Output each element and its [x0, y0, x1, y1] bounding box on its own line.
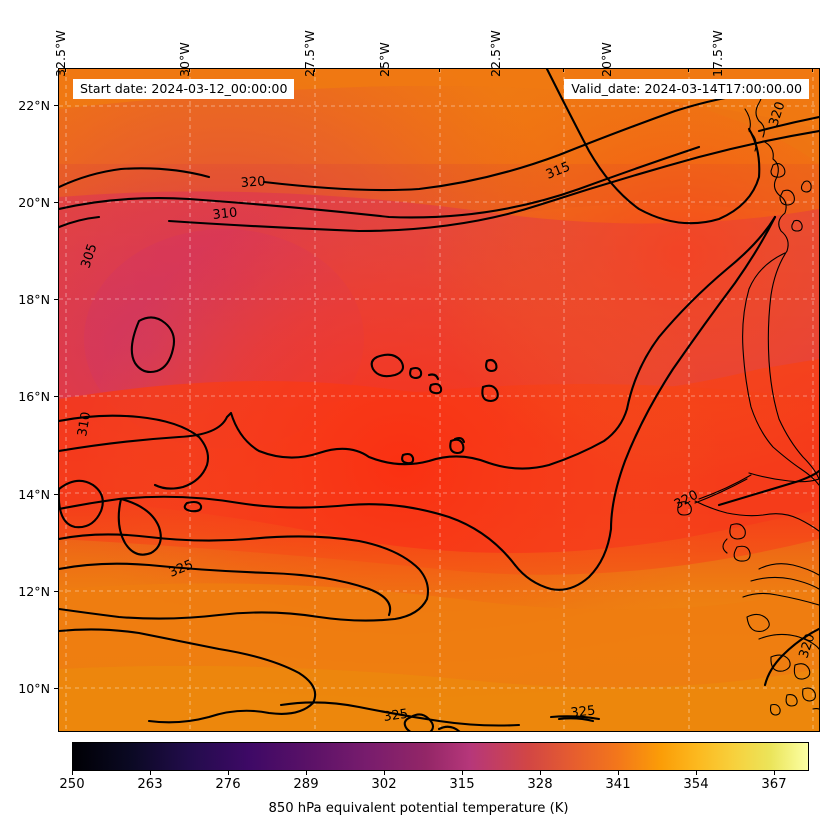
- colorbar-tick: [72, 771, 73, 775]
- colorbar-tick: [150, 771, 151, 775]
- x-tick-mark: [189, 68, 190, 72]
- colorbar-tick-label: 276: [215, 777, 241, 792]
- contour-label: 325: [570, 703, 596, 721]
- colorbar-gradient: [72, 742, 809, 771]
- lon-tick-label: 17.5°W: [710, 30, 725, 77]
- colorbar-tick-label: 328: [527, 777, 553, 792]
- contour-label: 320: [672, 488, 701, 513]
- y-tick-mark: [54, 299, 58, 300]
- x-tick-mark: [812, 68, 813, 72]
- x-tick-mark: [688, 68, 689, 72]
- contour-label: 320: [240, 174, 266, 191]
- contour-label: 325: [382, 707, 409, 725]
- lat-tick-label: 10°N: [18, 681, 50, 696]
- colorbar-title: 850 hPa equivalent potential temperature…: [268, 801, 569, 816]
- y-tick-mark: [54, 202, 58, 203]
- contour-label: 310: [212, 205, 238, 223]
- start-date-label: Start date: 2024-03-12_00:00:00: [73, 79, 295, 100]
- contour-label: 325: [167, 558, 196, 581]
- graticule-gridlines: [59, 69, 819, 731]
- lat-tick-label: 20°N: [18, 195, 50, 210]
- colorbar-tick-label: 354: [683, 777, 709, 792]
- y-tick-mark: [54, 591, 58, 592]
- colorbar-tick-label: 315: [449, 777, 475, 792]
- x-tick-mark: [563, 68, 564, 72]
- colorbar-tick-label: 302: [371, 777, 397, 792]
- colorbar-tick-label: 289: [293, 777, 319, 792]
- colorbar-tick: [306, 771, 307, 775]
- lat-tick-label: 14°N: [18, 487, 50, 502]
- y-tick-mark: [54, 105, 58, 106]
- colorbar-tick: [228, 771, 229, 775]
- colorbar-tick: [696, 771, 697, 775]
- contour-label: 305: [79, 242, 101, 270]
- x-tick-mark: [314, 68, 315, 72]
- lon-tick-label: 20°W: [599, 42, 614, 77]
- colorbar-tick-label: 263: [137, 777, 163, 792]
- colorbar-tick-label: 250: [59, 777, 85, 792]
- lat-tick-label: 12°N: [18, 584, 50, 599]
- colorbar-tick-label: 367: [761, 777, 787, 792]
- lon-tick-label: 25°W: [377, 42, 392, 77]
- colorbar-tick-label: 341: [605, 777, 631, 792]
- contour-label: 310: [75, 411, 94, 438]
- map-plot-area: 320 310 315 305 310 320 320 320 325 325 …: [58, 68, 820, 732]
- contour-label: 315: [544, 160, 573, 183]
- x-tick-mark: [439, 68, 440, 72]
- y-tick-mark: [54, 688, 58, 689]
- contour-label: 320: [767, 100, 789, 128]
- colorbar: [72, 742, 809, 771]
- colorbar-tick: [618, 771, 619, 775]
- colorbar-tick: [462, 771, 463, 775]
- colorbar-tick: [540, 771, 541, 775]
- contour-label-group: 320 310 315 305 310 320 320 320 325 325 …: [75, 100, 818, 725]
- y-tick-mark: [54, 396, 58, 397]
- map-clip: 320 310 315 305 310 320 320 320 325 325 …: [59, 69, 819, 731]
- lon-tick-label: 22.5°W: [488, 30, 503, 77]
- contour-label: 320: [797, 632, 819, 660]
- contour-lines: 320 310 315 305 310 320 320 320 325 325 …: [59, 69, 819, 731]
- colorbar-tick: [774, 771, 775, 775]
- colorbar-tick: [384, 771, 385, 775]
- x-tick-mark: [65, 68, 66, 72]
- lat-tick-label: 16°N: [18, 389, 50, 404]
- theta-e-field: [59, 69, 819, 731]
- lat-tick-label: 18°N: [18, 292, 50, 307]
- coastline: [677, 80, 819, 716]
- valid-date-label: Valid_date: 2024-03-14T17:00:00.00: [564, 79, 809, 100]
- y-tick-mark: [54, 494, 58, 495]
- lat-tick-label: 22°N: [18, 98, 50, 113]
